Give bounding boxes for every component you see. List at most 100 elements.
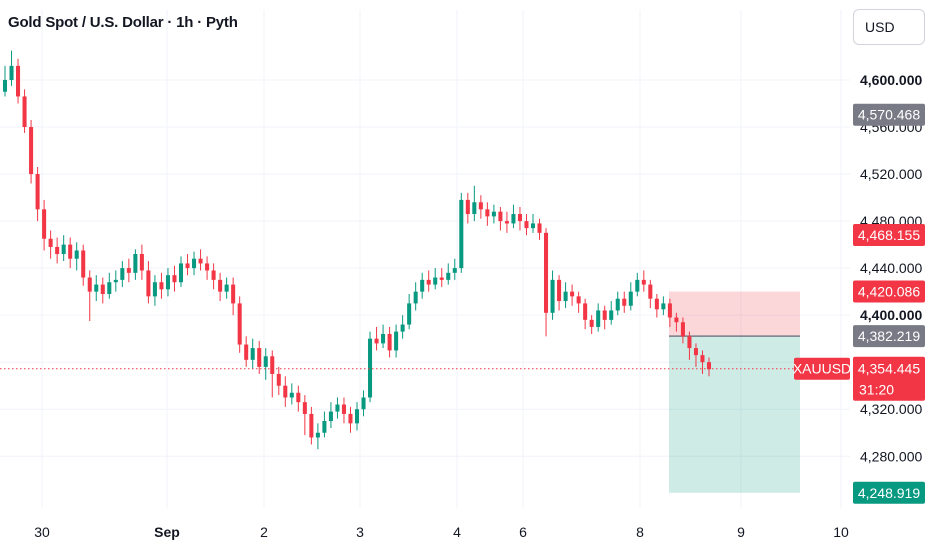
candle-body [35, 174, 40, 210]
price-tag: 4,382.219 [853, 325, 925, 348]
last-price-tag: 4,354.445 31:20 [853, 356, 925, 401]
candle-body [381, 333, 386, 344]
candle-body [55, 246, 60, 255]
candle-body [602, 310, 607, 320]
candle-body [439, 277, 444, 280]
time-tick-label: 30 [34, 524, 50, 540]
price-tag-bg [853, 280, 925, 303]
candle-body [87, 277, 92, 292]
candle-body [452, 268, 457, 273]
candle [335, 397, 340, 419]
candle-body [446, 272, 451, 280]
candle [570, 284, 575, 306]
candle [35, 166, 40, 222]
candle-body [693, 348, 698, 356]
candle-body [178, 263, 184, 283]
candle-body [576, 296, 581, 304]
candle-body [563, 291, 568, 302]
candle-body [374, 338, 379, 344]
candle-body [622, 298, 627, 306]
candle [315, 423, 320, 450]
time-tick-label: 2 [260, 524, 268, 540]
candle [628, 282, 633, 311]
candle [472, 185, 477, 222]
candle [648, 279, 653, 309]
chart-title: Gold Spot / U.S. Dollar · 1h · Pyth [8, 14, 238, 31]
price-axis[interactable]: 4,280.0004,320.0004,360.0004,400.0004,44… [860, 72, 922, 464]
candle [257, 341, 262, 374]
candle-body [29, 127, 34, 175]
candle-body [237, 303, 242, 345]
candle-body [674, 317, 679, 323]
price-tag-label: 4,468.155 [858, 227, 920, 243]
candle-body [341, 404, 346, 414]
candle-body [9, 65, 14, 80]
countdown-label: 31:20 [859, 382, 894, 398]
candle-body [159, 282, 164, 290]
candle [361, 390, 366, 417]
candle [126, 258, 131, 283]
candle [68, 237, 73, 269]
candle-body [394, 331, 399, 351]
candle [407, 293, 412, 330]
candle-body [387, 333, 392, 351]
candle-body [309, 413, 314, 438]
candle-body [537, 223, 542, 233]
candle-body [113, 279, 118, 283]
candle-body [94, 284, 99, 292]
position-tool[interactable] [669, 291, 800, 493]
candle-body [700, 355, 705, 363]
time-tick-label: 9 [737, 524, 745, 540]
candle-body [654, 298, 659, 310]
candle-body [120, 268, 125, 280]
candle [146, 261, 151, 304]
candle-body [557, 279, 562, 302]
candle [615, 291, 620, 316]
candle-body [530, 223, 536, 229]
candle [354, 402, 360, 431]
candle-body [433, 277, 438, 285]
time-axis[interactable]: 30 Sep 2 3 4 6 8 9 10 [34, 524, 849, 540]
price-tag-bg [853, 325, 925, 348]
candle-body [348, 413, 353, 424]
candle [433, 268, 438, 290]
candle-body [407, 303, 412, 325]
candle [87, 270, 92, 322]
candle-body [172, 275, 177, 283]
candle [276, 366, 281, 396]
candle [420, 272, 425, 299]
candle [498, 206, 503, 231]
currency-selector[interactable]: USD [853, 9, 925, 45]
candle-body [146, 270, 151, 297]
candle-body [81, 250, 86, 278]
candle [576, 291, 581, 313]
candle [48, 230, 53, 259]
candle-body [302, 402, 307, 414]
candle [185, 254, 190, 276]
candle-body [257, 348, 262, 367]
candle-body [224, 284, 229, 292]
time-tick-label: 3 [356, 524, 364, 540]
candle [120, 261, 125, 287]
candle [478, 195, 483, 219]
candle-body [218, 279, 223, 292]
candle [237, 296, 242, 353]
candle [81, 244, 86, 286]
candle [602, 305, 607, 330]
price-tag-label: 4,382.219 [858, 328, 920, 344]
candle [537, 218, 542, 240]
candle [231, 277, 236, 316]
candle-body [48, 238, 53, 247]
price-tag: 4,420.086 [853, 280, 925, 303]
price-tag: 4,468.155 [853, 224, 925, 247]
candle [550, 270, 555, 320]
candle [152, 275, 157, 306]
candle-body [198, 258, 203, 264]
candle-body [472, 202, 477, 215]
candle [61, 235, 66, 262]
candle [426, 270, 431, 292]
candle [654, 293, 659, 318]
candle-body [596, 310, 601, 327]
candle [368, 331, 373, 403]
